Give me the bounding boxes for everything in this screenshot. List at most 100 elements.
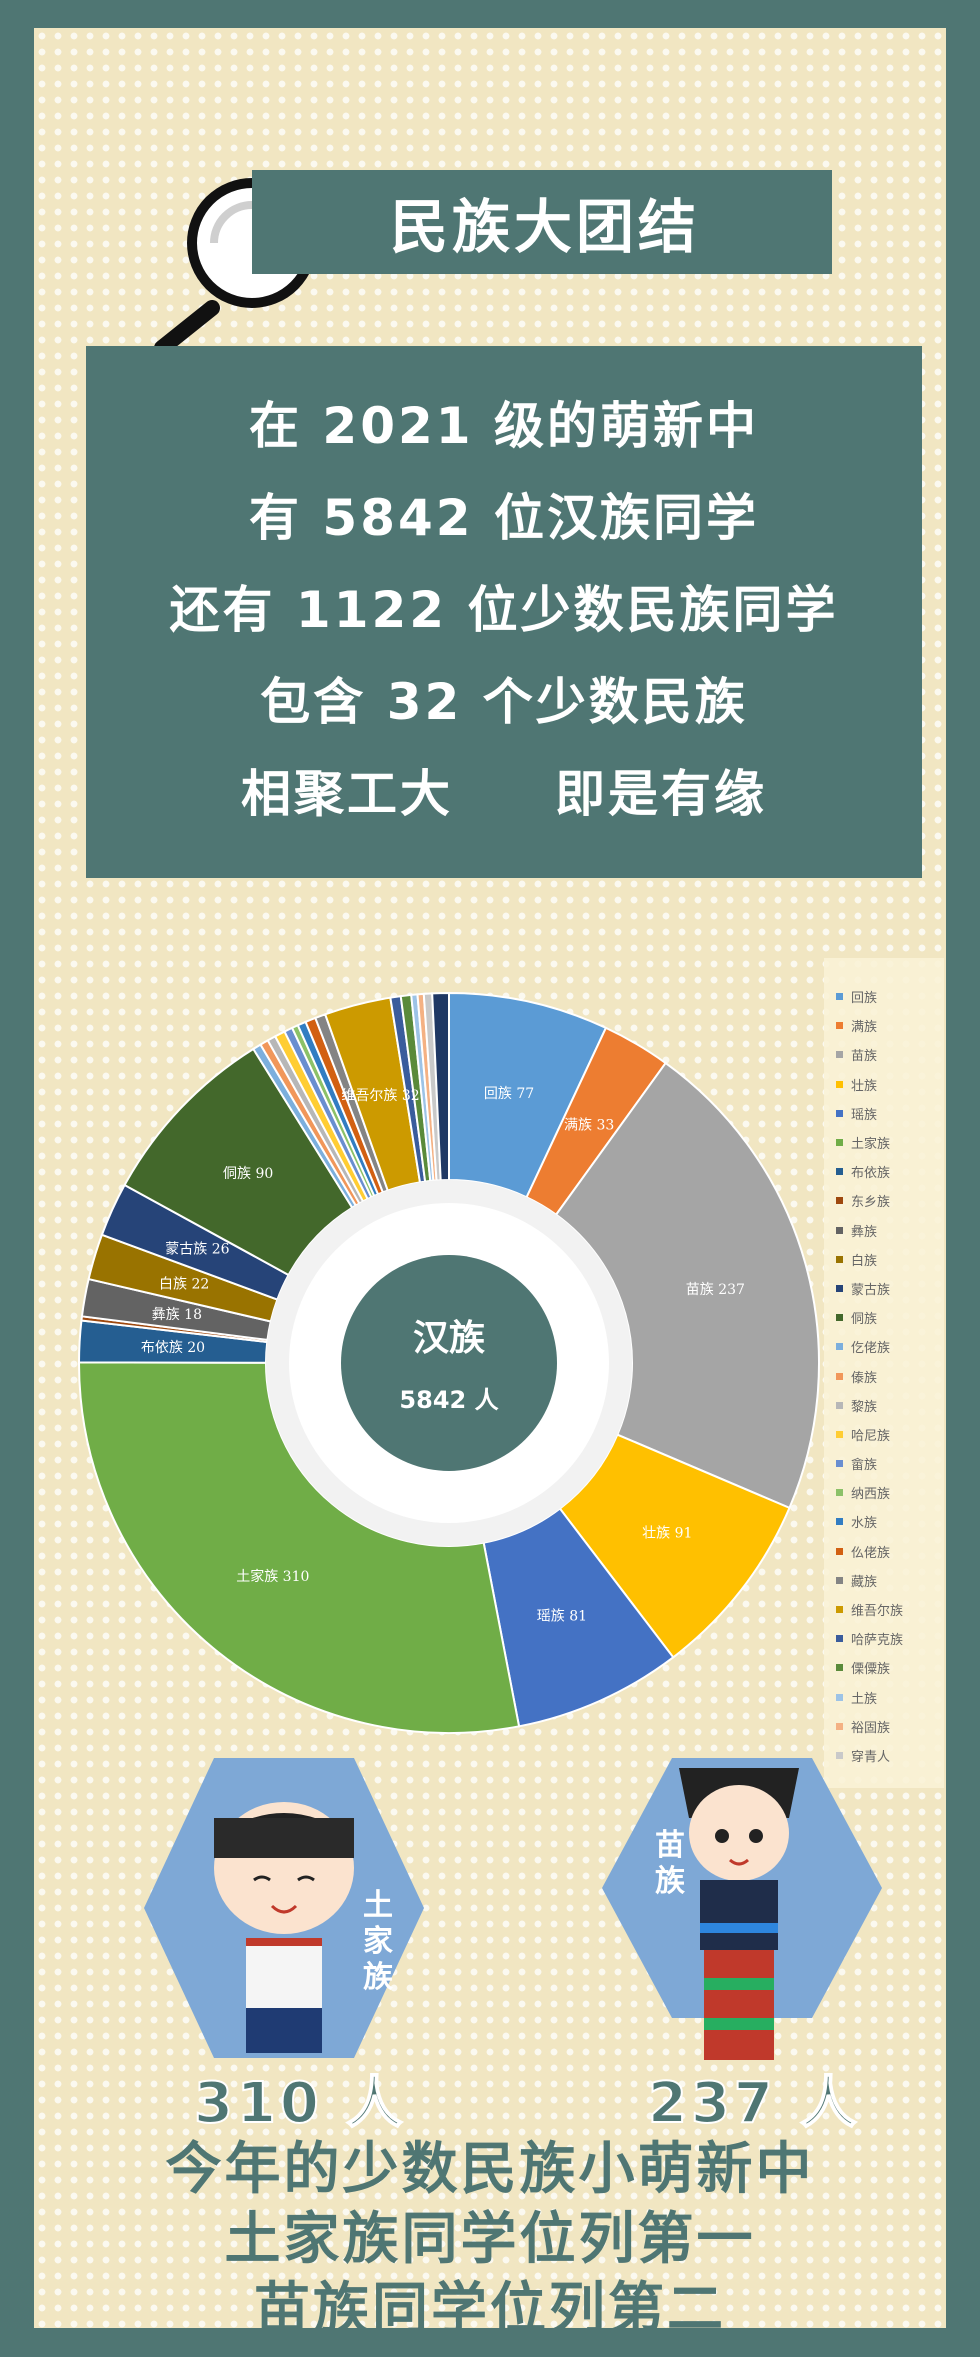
poster-frame: 民族大团结 在 2021 级的萌新中 有 5842 位汉族同学 还有 1122 … [34,28,946,2328]
legend-item: 傣族 [824,1361,944,1390]
legend-swatch [836,1372,843,1380]
legend-swatch [836,1226,843,1234]
legend-label: 苗族 [851,1049,878,1065]
legend-item: 土家族 [824,1128,944,1157]
legend-label: 侗族 [851,1312,878,1328]
tujia-mascot-illustration [214,1802,354,2053]
legend-label: 瑶族 [851,1107,878,1123]
legend-label: 水族 [851,1516,878,1532]
legend-label: 白族 [851,1253,878,1269]
legend-swatch [836,1314,843,1322]
legend-item: 彝族 [824,1216,944,1245]
closing-line: 苗族同学位列第二 [254,2277,726,2328]
legend-swatch [836,1518,843,1526]
legend-item: 傈僳族 [824,1653,944,1682]
legend-item: 布依族 [824,1157,944,1186]
intro-line: 还有 1122 位少数民族同学 [169,581,839,639]
legend-item: 土族 [824,1683,944,1712]
legend-swatch [836,1022,843,1030]
slice-label: 满族 33 [564,1118,614,1134]
legend-item: 水族 [824,1507,944,1536]
legend-label: 壮族 [851,1078,878,1094]
legend-swatch [836,1606,843,1614]
slice-label: 维吾尔族 32 [341,1088,419,1104]
legend-label: 畲族 [851,1458,878,1474]
legend-item: 裕固族 [824,1712,944,1741]
closing-line: 今年的少数民族小萌新中 [165,2137,815,2202]
slice-label: 苗族 237 [686,1282,745,1298]
legend-swatch [836,1489,843,1497]
legend-item: 哈尼族 [824,1420,944,1449]
intro-line: 相聚工大 即是有缘 [240,765,768,823]
legend-label: 裕固族 [851,1720,891,1736]
legend-swatch [836,1343,843,1351]
legend-swatch [836,1168,843,1176]
legend-item: 回族 [824,982,944,1011]
page-title-text: 民族大团结 [390,193,701,261]
intro-panel: 在 2021 级的萌新中 有 5842 位汉族同学 还有 1122 位少数民族同… [86,346,922,878]
legend-label: 纳西族 [851,1487,891,1503]
legend-item: 穿青人 [824,1741,944,1770]
legend-item: 满族 [824,1011,944,1040]
legend-label: 土族 [851,1691,878,1707]
ethnic-donut-chart: 汉族 5842 人 回族 77 满族 33 苗族 237 壮族 91 瑶族 81 土家族 … [77,991,820,1734]
legend-label: 维吾尔族 [851,1604,904,1620]
legend-item: 瑶族 [824,1099,944,1128]
tujia-badge-label: 土家族 [363,1888,393,1995]
legend-item: 畲族 [824,1449,944,1478]
legend-swatch [836,1051,843,1059]
donut-slice [554,1061,820,1510]
legend-label: 彝族 [851,1224,878,1240]
legend-item: 纳西族 [824,1478,944,1507]
legend-swatch [836,1751,843,1759]
legend-item: 藏族 [824,1566,944,1595]
legend-item: 蒙古族 [824,1274,944,1303]
legend-item: 白族 [824,1245,944,1274]
legend-label: 回族 [851,991,878,1007]
legend-swatch [836,1139,843,1147]
slice-label: 壮族 91 [642,1526,692,1542]
legend-swatch [836,1430,843,1438]
intro-line: 在 2021 级的萌新中 [249,397,759,455]
legend-label: 傈僳族 [851,1662,891,1678]
legend-label: 黎族 [851,1399,878,1415]
legend-label: 布依族 [851,1166,891,1182]
page-title: 民族大团结 [252,170,832,274]
legend-swatch [836,1635,843,1643]
slice-label: 布依族 20 [141,1340,205,1356]
chart-legend: 回族满族苗族壮族瑶族土家族布依族东乡族彝族白族蒙古族侗族仡佬族傣族黎族哈尼族畲族… [824,958,944,1788]
legend-label: 土家族 [851,1137,891,1153]
legend-label: 穿青人 [851,1749,891,1765]
slice-label: 瑶族 81 [537,1608,587,1624]
legend-swatch [836,993,843,1001]
slice-label: 侗族 90 [223,1166,273,1182]
intro-line: 有 5842 位汉族同学 [249,489,759,547]
legend-swatch [836,1109,843,1117]
legend-swatch [836,1255,843,1263]
legend-label: 仡佬族 [851,1341,891,1357]
legend-swatch [836,1576,843,1584]
legend-swatch [836,1547,843,1555]
legend-swatch [836,1664,843,1672]
legend-label: 傣族 [851,1370,878,1386]
legend-label: 哈尼族 [851,1428,891,1444]
closing-line: 土家族同学位列第一 [224,2207,756,2272]
legend-label: 仫佬族 [851,1545,891,1561]
slice-label: 蒙古族 26 [165,1241,229,1257]
legend-label: 藏族 [851,1574,878,1590]
center-badge [341,1255,557,1471]
legend-item: 哈萨克族 [824,1624,944,1653]
center-label: 汉族 [413,1318,485,1359]
slice-label: 白族 22 [159,1277,209,1293]
intro-line: 包含 32 个少数民族 [260,673,748,731]
legend-label: 满族 [851,1020,878,1036]
slice-label: 彝族 18 [152,1307,202,1323]
legend-label: 哈萨克族 [851,1633,904,1649]
legend-item: 侗族 [824,1303,944,1332]
slice-label: 土家族 310 [236,1568,309,1585]
slice-label: 回族 77 [484,1086,534,1102]
legend-item: 东乡族 [824,1186,944,1215]
legend-item: 仡佬族 [824,1332,944,1361]
legend-item: 壮族 [824,1070,944,1099]
center-value: 5842 人 [399,1386,498,1414]
